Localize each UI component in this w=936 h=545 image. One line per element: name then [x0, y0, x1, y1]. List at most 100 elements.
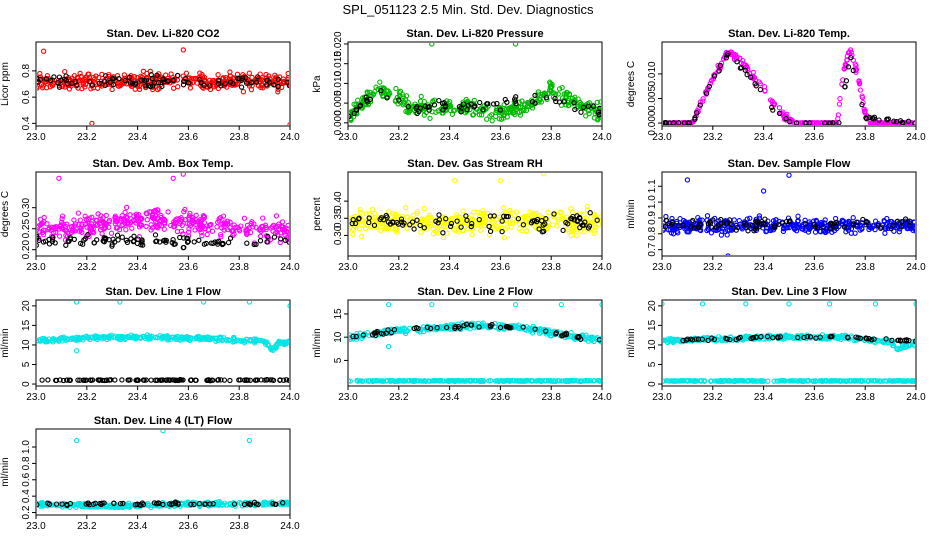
x-tick-label: 23.8	[541, 392, 561, 403]
x-tick-label: 23.8	[229, 132, 249, 143]
x-tick-label: 23.6	[179, 392, 199, 403]
data-point	[419, 230, 423, 234]
data-point	[149, 378, 153, 382]
x-tick-label: 23.6	[179, 262, 199, 273]
x-tick-label: 23.4	[754, 262, 774, 273]
data-point	[701, 302, 705, 306]
y-axis-label: ml/min	[312, 328, 323, 357]
points-group	[34, 172, 292, 250]
data-point	[241, 90, 245, 94]
x-tick-label: 23.0	[338, 392, 358, 403]
series-1	[40, 378, 292, 383]
data-point	[514, 303, 518, 307]
y-tick-label: 10	[647, 339, 658, 351]
data-point	[162, 227, 166, 231]
data-point	[109, 231, 113, 235]
series-0	[661, 173, 918, 258]
y-tick-label: 0	[21, 381, 32, 387]
data-point	[235, 72, 239, 76]
data-point	[63, 70, 67, 74]
x-tick-label: 23.0	[26, 392, 46, 403]
data-point	[61, 214, 65, 218]
data-point	[359, 234, 363, 238]
y-axis-label: percent	[312, 197, 323, 231]
y-tick-label: 0.20	[21, 240, 32, 260]
data-point	[569, 233, 573, 237]
data-point	[205, 232, 209, 236]
data-point	[461, 209, 465, 213]
x-tick-label: 23.2	[77, 132, 97, 143]
panel-title: Stan. Dev. Li-820 CO2	[107, 28, 220, 40]
data-point	[758, 88, 762, 92]
y-tick-label: 0.8	[647, 226, 658, 240]
plot-frame	[348, 300, 602, 386]
data-point	[76, 211, 80, 215]
series-1	[663, 52, 917, 126]
y-tick-label: 1.0	[647, 195, 658, 209]
y-axis-label: degrees C	[626, 61, 637, 107]
data-point	[441, 236, 445, 240]
y-tick-label: 15	[333, 308, 344, 320]
y-tick-label: 0.9	[647, 211, 658, 225]
x-tick-label: 23.8	[541, 262, 561, 273]
data-point	[274, 214, 278, 218]
x-tick-label: 24.0	[280, 392, 300, 403]
data-point	[599, 214, 603, 218]
x-tick-label: 24.0	[906, 262, 926, 273]
data-point	[120, 378, 124, 382]
y-tick-label: 5	[333, 357, 344, 363]
data-point	[42, 49, 46, 53]
x-tick-label: 23.2	[703, 132, 723, 143]
panel-title: Stan. Dev. Line 2 Flow	[417, 286, 533, 298]
points-group	[661, 173, 918, 258]
data-point	[579, 110, 583, 114]
y-tick-label: 0.30	[21, 198, 32, 218]
y-tick-label: 0.010	[647, 61, 658, 86]
data-point	[478, 100, 482, 104]
y-tick-label: 0.6	[21, 90, 32, 104]
panel-title: Stan. Dev. Gas Stream RH	[407, 158, 543, 170]
x-tick-label: 24.0	[592, 392, 612, 403]
data-point	[75, 300, 79, 304]
data-point	[46, 378, 50, 382]
data-point	[453, 179, 457, 183]
data-point	[116, 238, 120, 242]
x-tick-label: 23.0	[652, 262, 672, 273]
data-point	[124, 228, 128, 232]
data-point	[118, 300, 122, 304]
y-axis-label: ml/min	[0, 457, 11, 486]
series-2	[346, 378, 604, 383]
panel-title: Stan. Dev. Li-820 Temp.	[728, 28, 850, 40]
x-tick-label: 23.6	[179, 132, 199, 143]
y-axis-label: kPa	[312, 75, 323, 93]
data-point	[858, 88, 862, 92]
data-point	[379, 229, 383, 233]
data-point	[166, 210, 170, 214]
data-point	[851, 216, 855, 220]
data-point	[227, 241, 231, 245]
data-point	[171, 176, 175, 180]
data-point	[422, 206, 426, 210]
data-point	[242, 216, 246, 220]
panel-title: Stan. Dev. Line 1 Flow	[105, 286, 221, 298]
x-tick-label: 24.0	[280, 262, 300, 273]
y-tick-label: 1.1	[647, 179, 658, 193]
x-tick-label: 23.2	[77, 262, 97, 273]
x-tick-label: 23.6	[179, 521, 199, 532]
data-point	[240, 85, 244, 89]
data-point	[787, 302, 791, 306]
x-tick-label: 23.4	[128, 392, 148, 403]
x-tick-label: 24.0	[280, 521, 300, 532]
x-tick-label: 23.6	[491, 392, 511, 403]
x-tick-label: 23.6	[491, 262, 511, 273]
series-0	[34, 300, 292, 353]
panel-title: Stan. Dev. Line 3 Flow	[731, 286, 847, 298]
y-tick-label: 0.020	[333, 31, 344, 56]
data-point	[430, 42, 434, 46]
data-point	[188, 86, 192, 90]
